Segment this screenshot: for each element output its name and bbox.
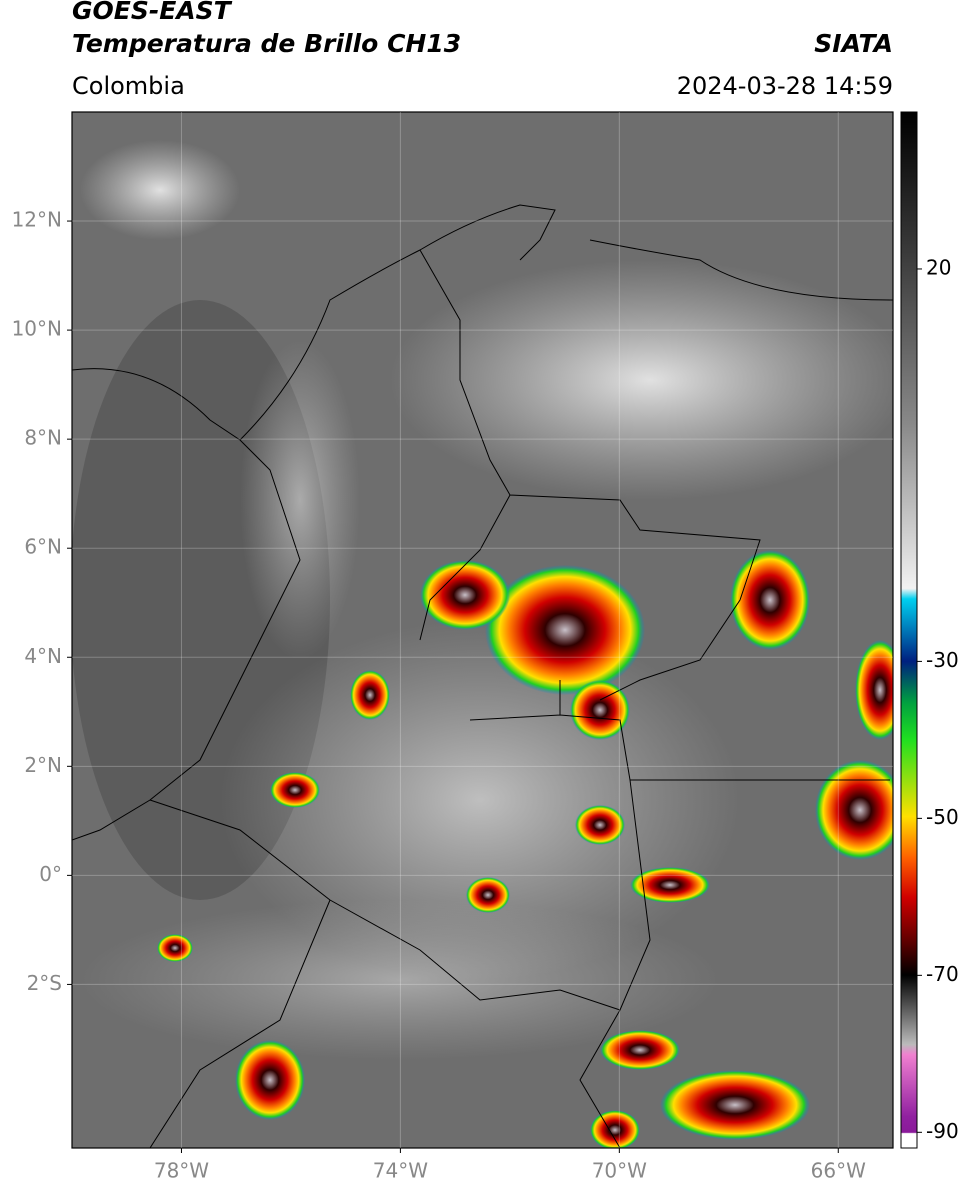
x-tick-label: 78°W: [154, 1159, 209, 1183]
colorbar-tick-label: -70: [926, 962, 959, 986]
y-tick-label: 6°N: [24, 535, 62, 559]
colorbar: [900, 111, 918, 1149]
y-tick-label: 8°N: [24, 426, 62, 450]
title: GOES-EAST: [72, 0, 233, 25]
x-tick-label: 70°W: [592, 1159, 647, 1183]
x-tick-label: 66°W: [811, 1159, 866, 1183]
source: SIATA: [814, 29, 893, 58]
y-tick-label: 4°N: [24, 644, 62, 668]
y-tick-label: 2°S: [27, 971, 62, 995]
satellite-image: [72, 112, 893, 1148]
datetime: 2024-03-28 14:59: [677, 72, 893, 100]
title: Temperatura de Brillo CH13: [72, 29, 461, 58]
y-tick-label: 12°N: [12, 208, 62, 232]
region: Colombia: [72, 72, 185, 100]
y-tick-label: 0°: [39, 862, 62, 886]
colorbar-tick-label: -50: [926, 805, 959, 829]
map-frame: [71, 111, 894, 1149]
colorbar-tick-label: 20: [926, 255, 951, 279]
x-tick-label: 74°W: [373, 1159, 428, 1183]
y-tick-label: 10°N: [12, 317, 62, 341]
y-tick-label: 2°N: [24, 753, 62, 777]
colorbar-tick-label: -30: [926, 648, 959, 672]
colorbar-tick-label: -90: [926, 1119, 959, 1143]
